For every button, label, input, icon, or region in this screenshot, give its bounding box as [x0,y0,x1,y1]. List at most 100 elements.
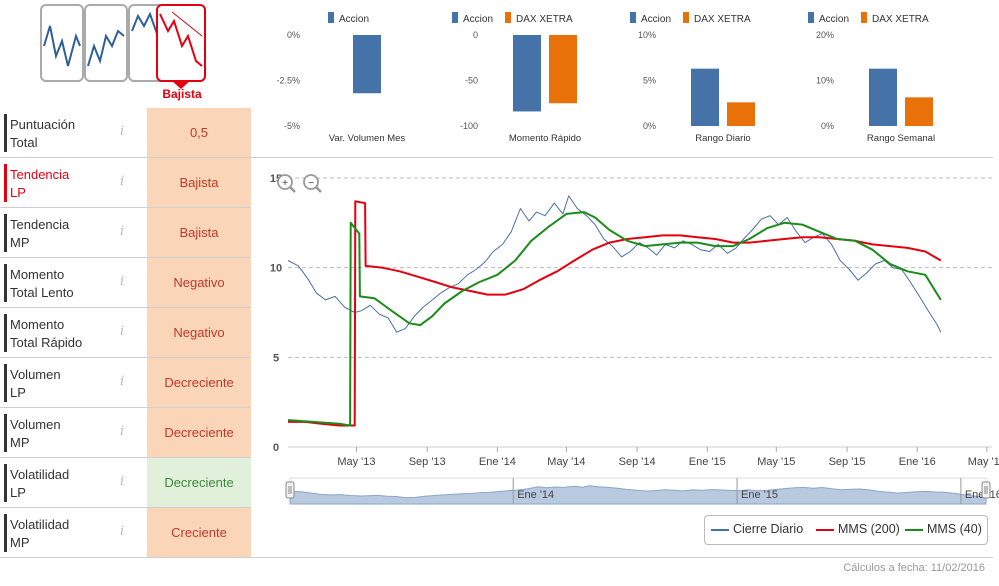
indicator-name-line1: Momento [10,267,65,282]
legend-label-mms200: MMS (200) [838,522,900,536]
indicator-name-line2: Total Lento [10,285,74,300]
row-marker [4,314,7,352]
trend-label: Bajista [162,87,202,101]
indicator-name-line1: Volumen [10,367,61,382]
mini-chart-label: Momento Rápido [509,133,581,144]
mini-legend-swatch [452,12,458,23]
legend-swatch-cierre [711,528,729,531]
info-icon[interactable]: i [120,124,125,139]
trend-alcista-icon[interactable] [40,4,84,82]
legend-item-cierre[interactable]: Cierre Diario [711,522,803,536]
mini-legend-label: DAX XETRA [516,14,573,25]
mini-legend-item[interactable]: DAX XETRA [505,12,573,25]
x-tick-label: May '16 [968,456,999,468]
indicator-value: Creciente [147,508,251,557]
indicator-name-line2: MP [10,535,30,550]
indicator-name: Tendencia MP [10,216,110,252]
x-tick-label: Ene '15 [689,456,726,468]
mini-bar [549,35,577,104]
info-icon[interactable]: i [120,524,125,539]
mini-tick-label: 20% [816,30,834,40]
svg-text:+: + [282,178,288,189]
indicator-value: 0,5 [147,108,251,157]
mini-legend-swatch [808,12,814,23]
mini-bar [727,102,755,126]
navigator-label: Ene '15 [741,489,778,501]
mini-bar [691,68,719,126]
info-icon[interactable]: i [120,374,125,389]
legend-item-mms40[interactable]: MMS (40) [905,522,982,536]
mini-chart-rango-diario: Accion DAX XETRA 10% 5% 0% Rango Diario [618,8,788,148]
info-icon[interactable]: i [120,324,125,339]
info-icon[interactable]: i [120,174,125,189]
indicator-name-line1: Tendencia [10,167,70,182]
indicator-name-line2: MP [10,235,30,250]
mini-legend-label: DAX XETRA [694,14,751,25]
row-marker [4,164,7,202]
indicator-row: Volumen MP i Decreciente [0,408,251,458]
row-marker [4,264,7,302]
indicator-value: Decreciente [147,408,251,457]
indicator-row: Volumen LP i Decreciente [0,358,251,408]
legend-label-mms40: MMS (40) [927,522,982,536]
mini-tick-label: 5% [643,76,656,86]
mini-legend-label: Accion [641,14,671,25]
legend-swatch-mms40 [905,528,923,531]
indicator-row: Tendencia MP i Bajista [0,208,251,258]
indicator-name-line1: Momento [10,317,65,332]
y-tick-label: 5 [273,352,279,364]
info-icon[interactable]: i [120,424,125,439]
info-icon[interactable]: i [120,274,125,289]
indicator-row: Tendencia LP i Bajista [0,158,251,208]
indicator-name: Volumen LP [10,366,110,402]
mini-legend-item[interactable]: Accion [452,12,493,25]
mini-legend-item[interactable]: Accion [328,12,369,25]
indicator-row: Momento Total Rápido i Negativo [0,308,251,358]
mini-tick-label: 0% [287,30,300,40]
indicator-row: Volatilidad MP i Creciente [0,508,251,558]
info-icon[interactable]: i [120,224,125,239]
indicator-name-line2: Total [10,135,38,150]
svg-text:−: − [308,178,314,189]
trend-bajista-icon[interactable] [156,4,206,89]
zoom-in-icon[interactable]: + [277,174,296,193]
series-line [288,200,942,427]
divider [251,157,993,158]
mini-tick-label: 10% [816,76,834,86]
info-icon[interactable]: i [120,474,125,489]
indicator-value: Bajista [147,158,251,207]
mini-legend-item[interactable]: Accion [808,12,849,25]
indicator-name-line2: LP [10,385,26,400]
chart-legend: Cierre Diario MMS (200) MMS (40) [704,515,988,545]
mini-bar [513,35,541,112]
zoom-out-icon[interactable]: − [303,174,322,193]
x-tick-label: Ene '14 [479,456,516,468]
mini-legend-label: Accion [463,14,493,25]
mini-chart-label: Var. Volumen Mes [329,133,406,144]
trend-lateral-alcista-icon[interactable] [84,4,128,82]
mini-legend-item[interactable]: DAX XETRA [861,12,929,25]
indicator-name: Puntuación Total [10,116,110,152]
mini-legend-item[interactable]: DAX XETRA [683,12,751,25]
mini-tick-label: -100 [460,121,478,131]
indicator-row: Volatilidad LP i Decreciente [0,458,251,508]
navigator-series [289,485,987,505]
indicator-value: Decreciente [147,358,251,407]
indicator-row: Momento Total Lento i Negativo [0,258,251,308]
navigator-handle[interactable] [285,481,295,499]
legend-item-mms200[interactable]: MMS (200) [816,522,900,536]
indicator-name: Momento Total Lento [10,266,110,302]
mini-chart-label: Rango Semanal [867,133,935,144]
mini-bar [869,68,897,126]
y-tick-label: 10 [270,263,282,275]
legend-label-cierre: Cierre Diario [733,522,804,536]
navigator-handle[interactable] [981,481,991,499]
indicator-name-line1: Puntuación [10,117,76,132]
indicator-name-line1: Tendencia [10,217,70,232]
divider [251,557,993,558]
mini-legend-swatch [505,12,512,23]
mini-legend-item[interactable]: Accion [630,12,671,25]
x-tick-label: Sep '14 [619,456,656,468]
y-tick-label: 0 [273,442,279,454]
